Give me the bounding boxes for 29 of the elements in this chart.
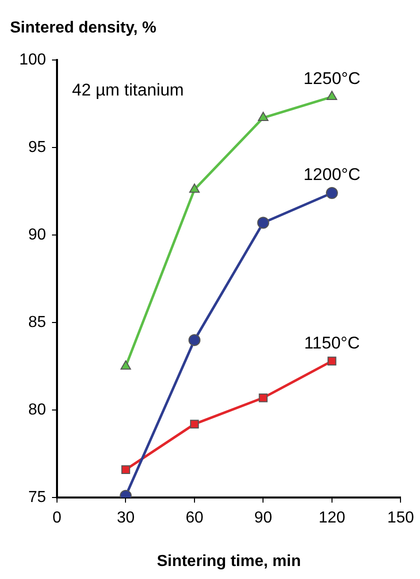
series-label: 1200°C xyxy=(303,165,360,184)
y-axis-title: Sintered density, % xyxy=(10,19,156,36)
point xyxy=(326,187,338,200)
annotation: 42 µm titanium xyxy=(72,80,184,100)
point xyxy=(257,216,270,229)
point xyxy=(120,360,131,370)
y-tick-label: 80 xyxy=(28,401,46,418)
y-tick-label: 75 xyxy=(28,489,46,506)
point xyxy=(326,90,338,100)
x-tick-label: 60 xyxy=(186,510,204,527)
x-tick-label: 150 xyxy=(387,510,414,527)
series-label: 1250°C xyxy=(303,68,360,88)
series-label: 1150°C xyxy=(304,333,360,352)
x-tick-label: 120 xyxy=(318,510,346,527)
x-axis-title: Sintering time, min xyxy=(156,552,301,570)
point xyxy=(188,334,200,346)
x-tick-label: 30 xyxy=(116,510,135,527)
x-tick-label: 90 xyxy=(254,510,272,527)
point xyxy=(189,184,200,193)
point xyxy=(328,356,336,366)
y-tick-label: 100 xyxy=(19,51,46,68)
y-tick-label: 95 xyxy=(28,138,46,156)
point xyxy=(121,465,130,474)
y-tick-label: 85 xyxy=(28,314,46,331)
x-tick-label: 0 xyxy=(52,510,62,527)
point xyxy=(190,420,199,428)
point xyxy=(258,393,268,402)
y-tick-label: 90 xyxy=(28,226,46,244)
point xyxy=(258,112,268,122)
